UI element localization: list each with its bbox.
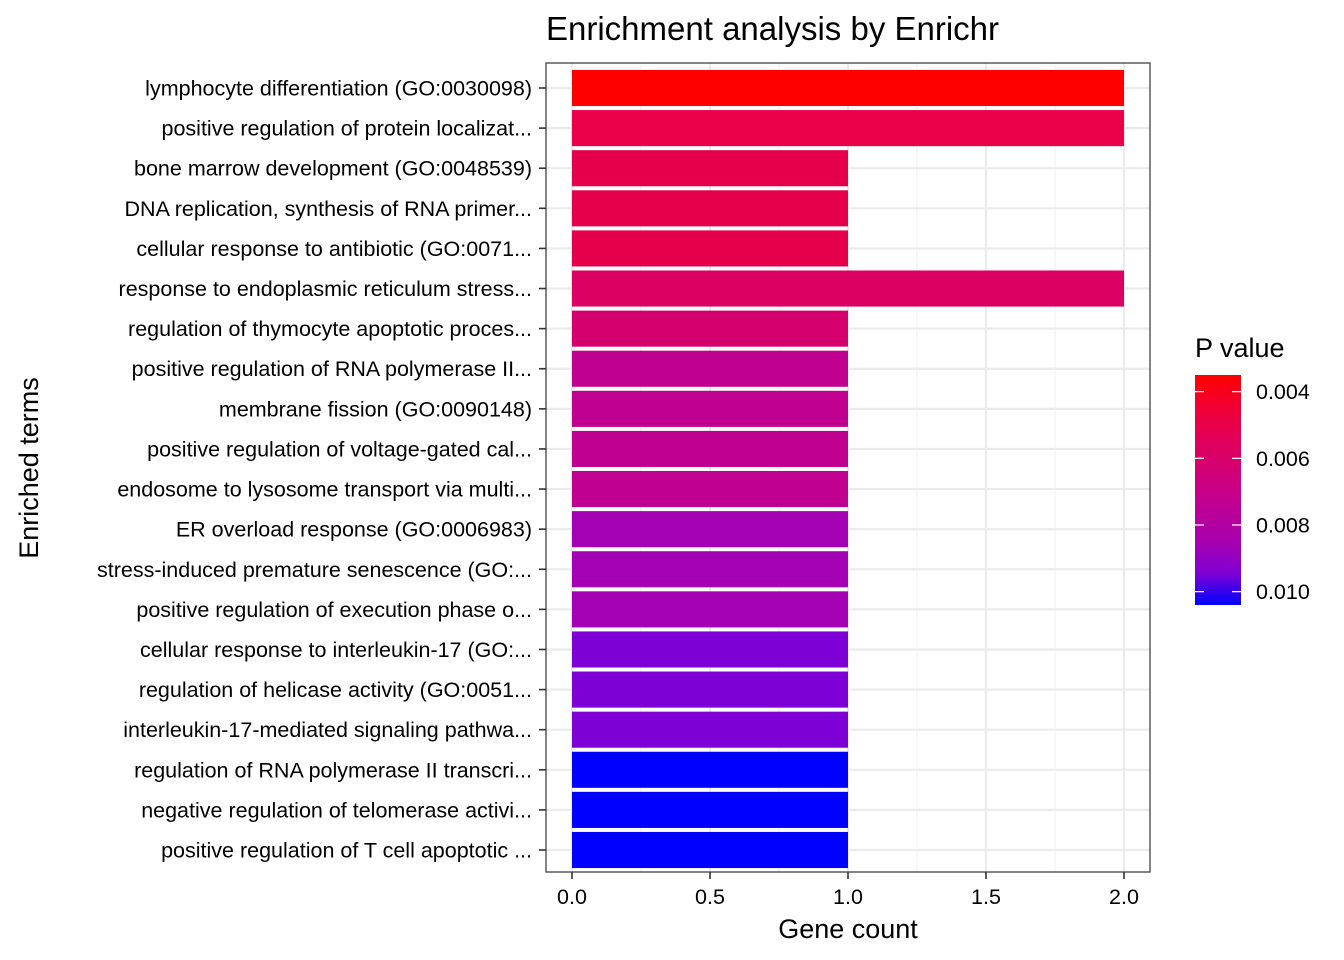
y-tick-label: negative regulation of telomerase activi… [141, 798, 532, 822]
x-tick-label: 2.0 [1109, 885, 1139, 909]
bar [572, 150, 848, 187]
bar [572, 230, 848, 267]
y-tick-label: regulation of thymocyte apoptotic proces… [128, 317, 532, 341]
y-axis: lymphocyte differentiation (GO:0030098) p… [97, 77, 546, 863]
bar [572, 390, 848, 427]
bar [572, 711, 848, 748]
y-tick-label: DNA replication, synthesis of RNA primer… [125, 197, 532, 221]
plot-panel [545, 62, 1151, 873]
legend-tick-label: 0.006 [1256, 447, 1310, 471]
bar [572, 671, 848, 708]
y-tick-label: response to endoplasmic reticulum stress… [119, 277, 532, 301]
bar [572, 471, 848, 508]
y-tick-label: positive regulation of execution phase o… [136, 598, 532, 622]
bars [572, 69, 1124, 869]
bar [572, 430, 848, 467]
bar [572, 551, 848, 588]
bar [572, 350, 848, 387]
bar [572, 631, 848, 668]
legend-tick-label: 0.004 [1256, 380, 1310, 404]
y-tick-label: cellular response to antibiotic (GO:0071… [136, 237, 532, 261]
x-axis: 0.0 0.5 1.0 1.5 2.0 [557, 872, 1139, 909]
bar [572, 310, 848, 347]
bar [572, 270, 1124, 307]
y-tick-label: cellular response to interleukin-17 (GO:… [140, 638, 532, 662]
bar [572, 591, 848, 628]
x-tick-label: 1.0 [833, 885, 863, 909]
bar [572, 751, 848, 788]
legend: P value 0.004 0.006 0.008 0.010 [1195, 333, 1310, 605]
bar [572, 69, 1124, 107]
y-tick-label: membrane fission (GO:0090148) [219, 397, 532, 421]
bar [572, 831, 848, 869]
bar [572, 190, 848, 227]
legend-colorbar [1195, 375, 1241, 605]
y-tick-label: positive regulation of voltage-gated cal… [147, 437, 532, 461]
legend-title: P value [1195, 333, 1285, 363]
x-tick-label: 0.0 [557, 885, 587, 909]
legend-tick-label: 0.010 [1256, 580, 1310, 604]
x-axis-label: Gene count [778, 914, 918, 944]
legend-tick-label: 0.008 [1256, 514, 1310, 538]
bar [572, 511, 848, 548]
y-tick-label: regulation of RNA polymerase II transcri… [134, 758, 532, 782]
y-tick-label: ER overload response (GO:0006983) [176, 518, 532, 542]
y-tick-label: endosome to lysosome transport via multi… [117, 478, 532, 502]
y-tick-label: interleukin-17-mediated signaling pathwa… [123, 718, 532, 742]
y-tick-label: bone marrow development (GO:0048539) [134, 157, 532, 181]
bar [572, 791, 848, 828]
bar [572, 110, 1124, 147]
y-tick-label: regulation of helicase activity (GO:0051… [139, 678, 532, 702]
x-tick-label: 1.5 [971, 885, 1001, 909]
x-tick-label: 0.5 [695, 885, 725, 909]
chart-title: Enrichment analysis by Enrichr [546, 10, 999, 47]
y-tick-label: positive regulation of protein localizat… [162, 117, 533, 141]
y-tick-label: stress-induced premature senescence (GO:… [97, 558, 532, 582]
legend-ticks: 0.004 0.006 0.008 0.010 [1195, 380, 1310, 604]
y-tick-label: positive regulation of RNA polymerase II… [132, 357, 532, 381]
y-tick-label: lymphocyte differentiation (GO:0030098) [145, 77, 532, 101]
y-tick-label: positive regulation of T cell apoptotic … [161, 839, 532, 863]
y-axis-label: Enriched terms [14, 377, 44, 559]
